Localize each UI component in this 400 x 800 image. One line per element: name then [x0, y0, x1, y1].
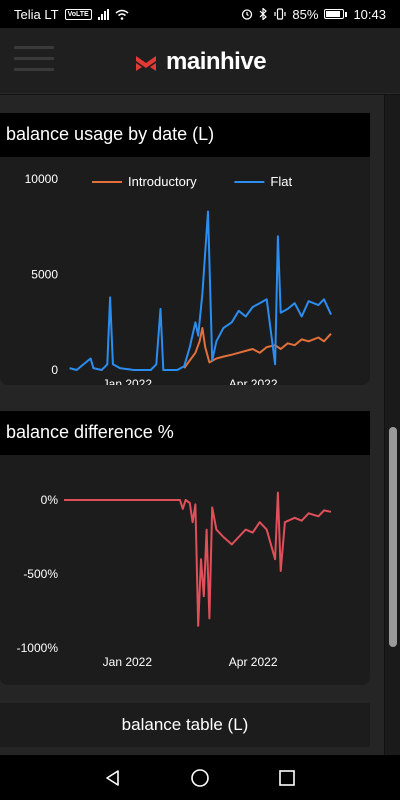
legend-label[interactable]: Introductory	[128, 174, 197, 189]
x-tick-label: Jan 2022	[103, 655, 153, 669]
y-tick-label: 10000	[25, 172, 59, 186]
vibrate-icon	[274, 8, 287, 20]
x-tick-label: Apr 2022	[229, 377, 278, 385]
difference-chart-card: balance difference % 0% -500% -1000% Jan 20…	[0, 411, 370, 685]
usage-line-chart[interactable]: 0 5000 10000 Jan 2022 Apr 2022 Introductory Fl…	[0, 157, 370, 385]
back-button[interactable]	[93, 758, 133, 798]
y-tick-label: 0%	[41, 493, 59, 507]
scrollbar-thumb[interactable]	[389, 427, 397, 647]
carrier-label: Telia LT	[14, 6, 59, 22]
app-name: mainhive	[166, 48, 267, 75]
home-icon	[191, 768, 209, 787]
series-line-difference[interactable]	[64, 491, 332, 627]
recents-button[interactable]	[267, 758, 307, 798]
home-button[interactable]	[180, 758, 220, 798]
y-tick-label: 5000	[31, 268, 58, 282]
bluetooth-icon	[259, 8, 268, 20]
balance-table-title: balance table (L)	[0, 703, 370, 747]
system-nav-bar	[0, 755, 400, 800]
alarm-icon	[242, 9, 253, 20]
x-tick-label: Jan 2022	[103, 377, 153, 385]
logo-mark-icon	[136, 56, 156, 71]
clock: 10:43	[353, 6, 386, 22]
usage-chart-title: balance usage by date (L)	[0, 113, 370, 157]
y-tick-label: 0	[51, 363, 58, 377]
signal-icon	[97, 8, 109, 20]
y-tick-label: -1000%	[17, 641, 59, 655]
series-line-introductory[interactable]	[183, 327, 332, 369]
balance-table-card: balance table (L)	[0, 703, 370, 747]
legend-label[interactable]: Flat	[270, 174, 292, 189]
app-logo[interactable]: mainhive	[134, 48, 267, 76]
battery-icon	[324, 9, 348, 19]
battery-percent: 85%	[292, 6, 319, 22]
volte-badge: VoLTE	[64, 8, 92, 20]
difference-chart-title: balance difference %	[0, 411, 370, 455]
recents-icon	[278, 769, 295, 786]
y-tick-label: -500%	[23, 567, 58, 581]
x-tick-label: Apr 2022	[229, 655, 278, 669]
app-header: mainhive	[0, 28, 400, 94]
wifi-icon	[115, 9, 129, 20]
scrollbar-track[interactable]	[385, 95, 400, 755]
usage-chart-card: balance usage by date (L) 0 5000 10000 Jan …	[0, 113, 370, 385]
difference-line-chart[interactable]: 0% -500% -1000% Jan 2022 Apr 2022	[0, 455, 370, 685]
status-bar: Telia LT VoLTE 85% 10:43	[0, 0, 400, 28]
dashboard-content[interactable]: balance usage by date (L) 0 5000 10000 Jan …	[0, 95, 384, 755]
back-icon	[106, 769, 120, 786]
series-line-flat[interactable]	[69, 210, 332, 371]
menu-icon[interactable]	[14, 46, 54, 74]
